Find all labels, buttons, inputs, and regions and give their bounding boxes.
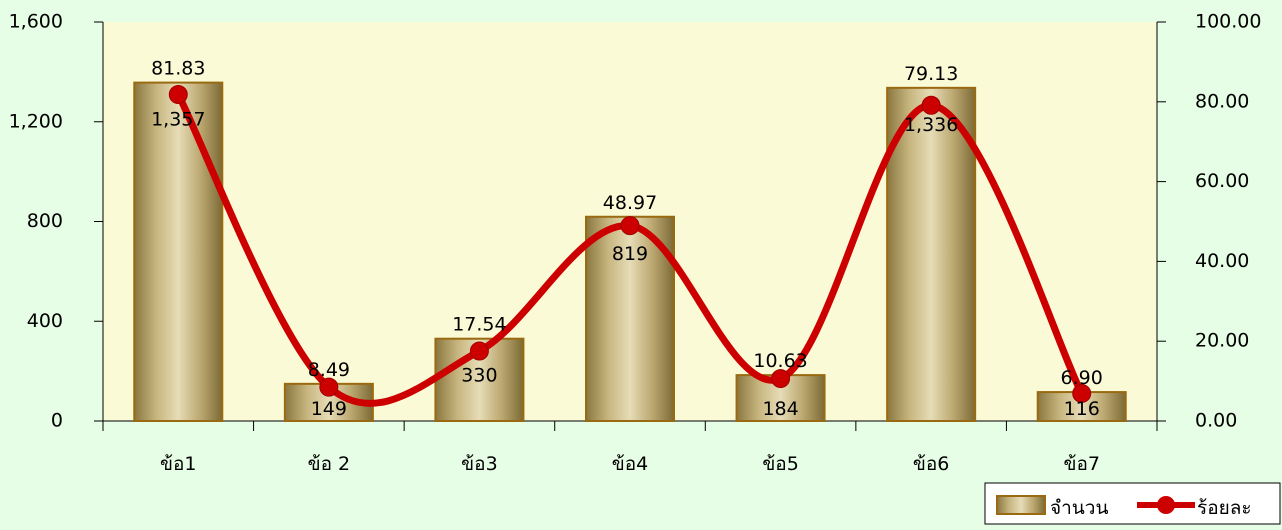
legend-bar-label: จำนวน [1050, 497, 1108, 519]
bars [133, 81, 1127, 423]
percent-point [469, 341, 489, 361]
percent-data-label: 8.49 [308, 359, 350, 381]
count-data-label: 1,357 [151, 109, 205, 131]
data-labels: 81.83 8.49 17.54 48.97 10.63 79.13 6.90 1,357 14… [151, 58, 1103, 420]
x-tick-label: ข้อ7 [1063, 453, 1100, 475]
count-data-label: 330 [461, 365, 497, 387]
percent-point [1072, 383, 1092, 403]
percent-point [921, 95, 941, 115]
y-right-tick-label: 80.00 [1195, 90, 1249, 112]
legend-line-marker [1157, 496, 1175, 514]
percent-data-label: 48.97 [603, 192, 657, 214]
line-series [168, 84, 1092, 407]
y-right-tick-label: 60.00 [1195, 170, 1249, 192]
count-data-label: 116 [1064, 398, 1100, 420]
x-tick-label: ข้อ5 [762, 453, 799, 475]
y-left-tick-label: 1,600 [9, 11, 63, 33]
percent-point [168, 84, 188, 104]
percent-data-label: 6.90 [1061, 367, 1103, 389]
count-data-label: 1,336 [904, 114, 958, 136]
legend-bar-swatch [996, 495, 1046, 515]
y-right-tick-label: 0.00 [1195, 410, 1237, 432]
x-tick-label: ข้อ1 [160, 453, 197, 475]
y-right-tick-label: 40.00 [1195, 250, 1249, 272]
count-data-label: 819 [612, 243, 648, 265]
count-data-label: 184 [762, 398, 798, 420]
percent-data-label: 81.83 [151, 58, 205, 80]
percent-data-label: 79.13 [904, 63, 958, 85]
y-left-tick-label: 400 [27, 310, 63, 332]
legend: จำนวน ร้อยละ [984, 482, 1281, 525]
x-tick-label: ข้อ6 [913, 453, 950, 475]
percent-point [771, 369, 791, 389]
y-left-tick-label: 800 [27, 210, 63, 232]
y-right-tick-label: 20.00 [1195, 330, 1249, 352]
x-tick-label: ข้อ 2 [308, 453, 351, 475]
percent-data-label: 17.54 [452, 314, 506, 336]
x-tick-label: ข้อ4 [612, 453, 649, 475]
count-data-label: 149 [311, 398, 347, 420]
percent-data-label: 10.63 [753, 350, 807, 372]
legend-line-label: ร้อยละ [1197, 497, 1252, 519]
bar [133, 81, 224, 423]
bar [585, 215, 675, 422]
y-left-tick-label: 1,200 [9, 110, 63, 132]
y-right-tick-label: 100.00 [1195, 11, 1261, 33]
bar [886, 86, 977, 423]
percent-point [620, 216, 640, 236]
axes: 0 400 800 1,200 1,600 0.00 20.00 40.00 60.00 80.0… [9, 11, 1262, 476]
y-left-tick-label: 0 [51, 410, 63, 432]
x-tick-label: ข้อ3 [461, 453, 498, 475]
percent-point [319, 377, 339, 397]
